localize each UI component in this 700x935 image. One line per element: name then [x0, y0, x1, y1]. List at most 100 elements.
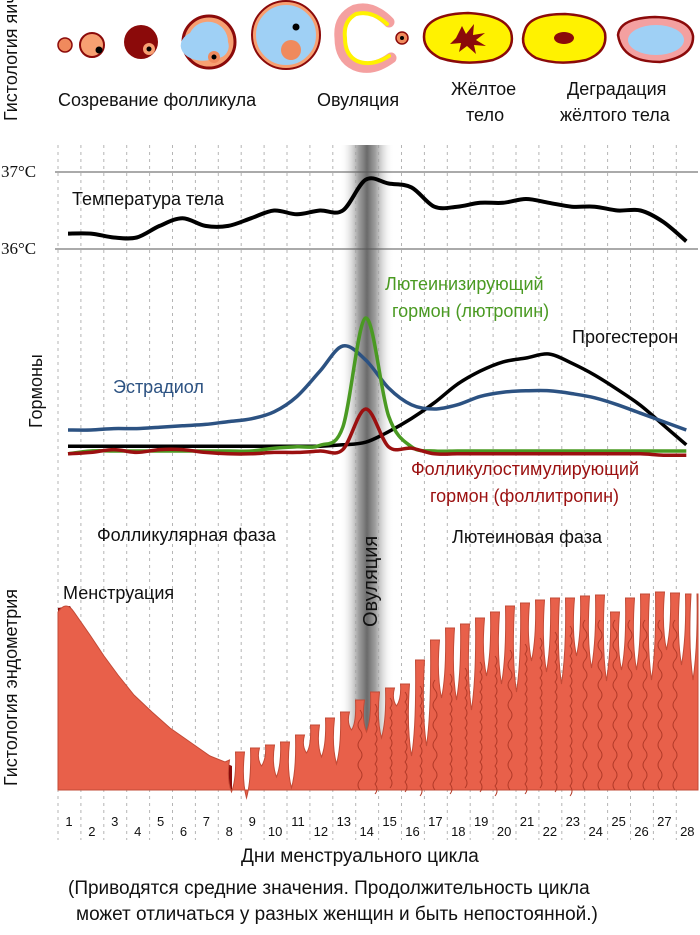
degradation-label-2: жёлтого тела [560, 105, 671, 125]
day-label: 3 [111, 814, 118, 829]
degradation-label-1: Деградация [567, 79, 666, 99]
day-label: 28 [680, 824, 694, 839]
day-label: 17 [428, 814, 442, 829]
endometrium-gland [464, 667, 468, 789]
endometrium-gland [642, 619, 648, 791]
follicular-phase-label: Фолликулярная фаза [97, 525, 277, 545]
day-label: 16 [405, 824, 419, 839]
ovary-histology-row [57, 0, 695, 73]
day-label: 19 [474, 814, 488, 829]
released-oocyte-core [400, 36, 404, 40]
day-label: 13 [337, 814, 351, 829]
fsh-label-2: гормон (фоллитропин) [430, 486, 619, 506]
day-label: 6 [180, 824, 187, 839]
day-label: 10 [268, 824, 282, 839]
fsh-label-1: Фолликулостимулирующий [411, 459, 639, 479]
endometrium-gland [389, 697, 393, 789]
ovulation-top-label: Овуляция [317, 90, 399, 110]
endometrium-gland [627, 619, 633, 791]
corpus-luteum-label-1: Жёлтое [451, 79, 516, 99]
day-label: 15 [382, 814, 396, 829]
oocyte-3 [146, 46, 152, 52]
day-label: 12 [314, 824, 328, 839]
corpus-luteum-label-2: тело [466, 105, 504, 125]
progesterone-label: Прогестерон [572, 327, 678, 347]
follicle-stage-5 [252, 1, 320, 69]
day-label: 27 [657, 814, 671, 829]
day-label: 20 [497, 824, 511, 839]
endometrium-gland [374, 703, 378, 795]
follicle-stage-5-rim [251, 0, 321, 70]
estradiol-curve [67, 344, 687, 432]
progesterone-curve [67, 352, 688, 449]
endometrium-gland [432, 679, 438, 791]
endometrium-gland [507, 649, 513, 791]
ruptured-follicle [334, 3, 397, 73]
follicle-stage-1 [57, 37, 73, 53]
endometrium-histology-label: Гистология эндометрия [1, 589, 21, 786]
endometrium-gland [672, 619, 678, 791]
endometrium-gland [582, 619, 588, 791]
lh-label-2: гормон (лютропин) [392, 301, 549, 321]
endometrium-gland [357, 709, 363, 791]
menstruation-label: Менструация [63, 583, 174, 603]
endometrium-gland [404, 691, 408, 793]
temperature-curve [67, 176, 688, 243]
day-label: 5 [157, 814, 164, 829]
endometrium-tissue [57, 591, 699, 800]
lh-label-1: Лютеинизирующий [385, 274, 544, 294]
hormones-axis-label: Гормоны [26, 354, 46, 428]
endometrium-gland [494, 655, 498, 797]
footnote-line-2: может отличаться у разных женщин и быть … [76, 904, 598, 925]
endometrium-gland [479, 661, 483, 793]
luteal-phase-label: Лютеиновая фаза [452, 527, 603, 547]
oocyte-4-core [211, 54, 217, 60]
temp-36-label: 36°C [1, 239, 36, 258]
endometrium-gland [524, 643, 528, 795]
endometrium-gland [569, 625, 573, 797]
footnote-line-1: (Приводятся средние значения. Продолжите… [68, 878, 590, 899]
x-axis-title: Дни менструального цикла [241, 846, 479, 867]
day-label: 7 [203, 814, 210, 829]
endometrium-gland [539, 637, 543, 789]
day-labels: 1234567891011121314151617181920212223242… [65, 814, 694, 839]
estradiol-label: Эстрадиол [113, 377, 204, 397]
antrum-4 [180, 21, 229, 61]
follicle-stage-3 [124, 25, 158, 59]
temp-37-label: 37°C [1, 162, 36, 181]
endometrium-gland [597, 619, 603, 791]
corpus-luteum-2-core [554, 32, 574, 44]
day-label: 25 [611, 814, 625, 829]
corpus-luteum-1-core [450, 24, 486, 54]
oocyte-5 [292, 23, 300, 31]
ovulation-band [340, 145, 394, 790]
day-label: 14 [359, 824, 373, 839]
day-label: 9 [249, 814, 256, 829]
day-label: 2 [88, 824, 95, 839]
endometrium-gland [419, 685, 423, 797]
ruptured-follicle-inner [342, 11, 391, 66]
day-label: 21 [520, 814, 534, 829]
endometrium-gland [554, 631, 558, 793]
corpus-albicans-core [628, 25, 684, 55]
day-label: 26 [634, 824, 648, 839]
cumulus-5 [281, 40, 301, 60]
endometrium [57, 591, 699, 800]
oocyte-2 [95, 46, 103, 54]
day-label: 23 [566, 814, 580, 829]
day-label: 11 [291, 814, 305, 829]
endometrium-glands [357, 619, 678, 797]
endometrium-gland [657, 619, 663, 791]
day-label: 8 [226, 824, 233, 839]
endometrium-gland [449, 673, 453, 795]
follicle-stage-2 [79, 32, 105, 58]
ovulation-vertical-label: Овуляция [360, 536, 382, 627]
day-label: 22 [543, 824, 557, 839]
follicle-maturation-label: Созревание фолликула [58, 90, 257, 110]
ovary-histology-label: Гистология яичника [1, 0, 21, 121]
day-label: 24 [588, 824, 602, 839]
lh-curve [67, 316, 687, 456]
fsh-curve [67, 407, 687, 458]
endometrium-gland [612, 619, 618, 791]
